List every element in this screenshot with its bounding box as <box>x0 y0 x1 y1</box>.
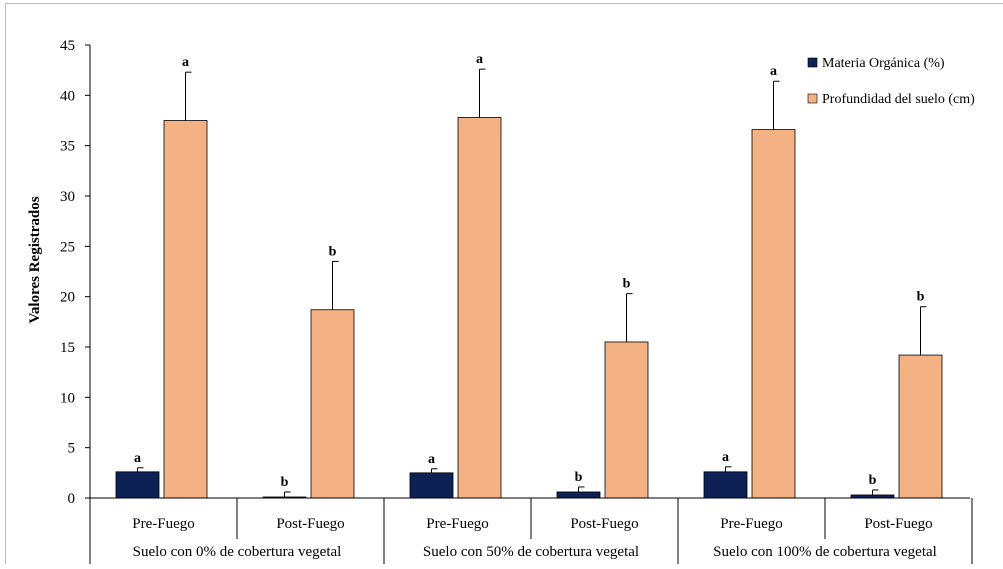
bar-profundidad <box>164 121 207 499</box>
legend: Materia Orgánica (%) Profundidad del suel… <box>808 56 975 107</box>
significance-letter: a <box>476 52 483 67</box>
bar-materia-organica <box>410 473 453 498</box>
y-axis-label: Valores Registrados <box>27 196 43 323</box>
bar-profundidad <box>458 117 501 498</box>
y-axis: 0 5 10 15 20 25 30 35 40 45 <box>60 38 90 564</box>
category-label: Pre-Fuego <box>132 516 195 532</box>
y-tick-label: 5 <box>68 441 76 457</box>
bar-profundidad <box>752 130 795 498</box>
y-tick-label: 25 <box>60 239 75 255</box>
significance-letters: a a b b a a b b a a b b <box>134 52 925 490</box>
group-label: Suelo con 0% de cobertura vegetal <box>133 544 342 560</box>
legend-label: Profundidad del suelo (cm) <box>822 92 975 107</box>
group-label: Suelo con 50% de cobertura vegetal <box>423 544 639 560</box>
significance-letter: b <box>917 290 925 305</box>
legend-swatch <box>808 58 817 67</box>
significance-letter: a <box>722 450 729 465</box>
y-tick-label: 35 <box>60 139 75 155</box>
bar-materia-organica <box>704 472 747 498</box>
significance-letter: b <box>623 277 631 292</box>
significance-letter: a <box>428 452 435 467</box>
bar-materia-organica <box>116 472 159 498</box>
bar-materia-organica <box>557 492 600 498</box>
y-tick-label: 20 <box>60 290 75 306</box>
significance-letter: b <box>869 473 877 488</box>
y-tick-label: 15 <box>60 340 75 356</box>
significance-letter: a <box>770 64 777 79</box>
bar-profundidad <box>605 342 648 498</box>
legend-swatch <box>808 94 817 103</box>
bars <box>116 117 942 498</box>
category-label: Post-Fuego <box>864 516 932 532</box>
y-tick-label: 40 <box>60 88 75 104</box>
significance-letter: a <box>134 451 141 466</box>
significance-letter: a <box>182 55 189 70</box>
y-tick-label: 10 <box>60 390 75 406</box>
category-label: Post-Fuego <box>276 516 344 532</box>
y-tick-label: 0 <box>68 491 76 507</box>
x-axis: Suelo con 0% de cobertura vegetal Pre-Fue… <box>90 498 972 564</box>
category-label: Post-Fuego <box>570 516 638 532</box>
category-label: Pre-Fuego <box>426 516 489 532</box>
significance-letter: b <box>329 244 337 259</box>
y-tick-label: 45 <box>60 38 75 54</box>
bar-profundidad <box>899 355 942 498</box>
legend-label: Materia Orgánica (%) <box>822 56 945 71</box>
category-label: Pre-Fuego <box>720 516 783 532</box>
y-tick-label: 30 <box>60 189 75 205</box>
error-bars <box>138 69 927 497</box>
bar-profundidad <box>311 310 354 498</box>
group-label: Suelo con 100% de cobertura vegetal <box>713 544 937 560</box>
significance-letter: b <box>281 475 289 490</box>
significance-letter: b <box>575 470 583 485</box>
